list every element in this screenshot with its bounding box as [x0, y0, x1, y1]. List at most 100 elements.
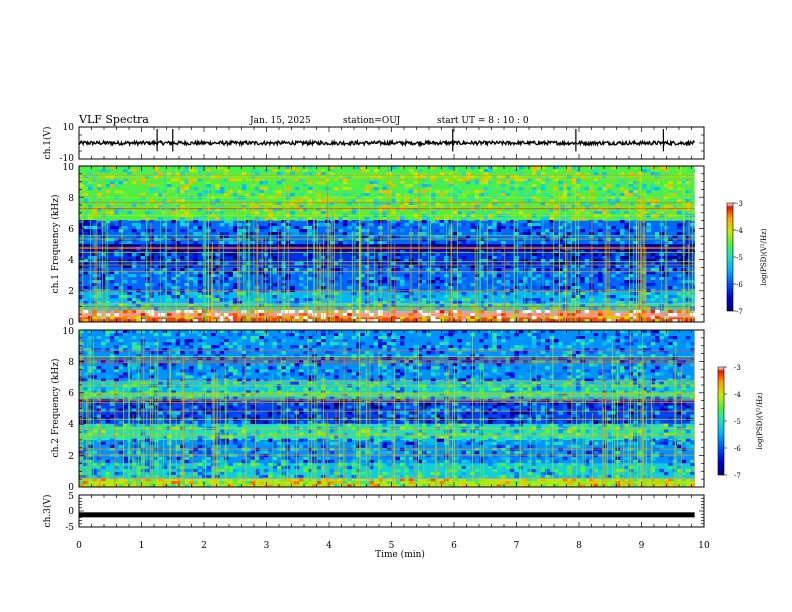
spectrogram-cell	[584, 259, 590, 263]
spectrogram-cell	[549, 235, 555, 239]
spectrogram-cell	[373, 184, 379, 188]
spectrogram-cell	[316, 259, 322, 263]
spectrogram-cell	[166, 354, 172, 358]
spectrogram-cell	[589, 238, 594, 242]
spectrogram-cell	[140, 220, 146, 224]
spectrogram-cell	[338, 166, 344, 170]
spectrogram-cell	[690, 363, 695, 367]
spectrogram-cell	[527, 274, 533, 278]
spectrogram-cell	[633, 298, 638, 302]
spectrogram-cell	[149, 274, 155, 278]
spectrogram-cell	[479, 223, 484, 227]
spectrogram-cell	[202, 199, 207, 203]
spectrogram-cell	[531, 187, 537, 191]
spectrogram-cell	[400, 369, 405, 373]
spectrogram-cell	[413, 286, 418, 290]
spectrogram-cell	[685, 319, 691, 323]
spectrogram-cell	[488, 378, 493, 382]
spectrogram-cell	[650, 316, 656, 320]
spectrogram-cell	[276, 205, 282, 209]
spectrogram-cell	[114, 378, 119, 382]
spectrogram-cell	[162, 292, 168, 296]
spectrogram-cell	[145, 381, 150, 385]
spectrogram-cell	[276, 262, 282, 266]
spectrogram-cell	[479, 241, 484, 245]
spectrogram-cell	[527, 298, 533, 302]
spectrogram-cell	[96, 181, 102, 185]
spectrogram-cell	[153, 387, 159, 391]
spectrogram-cell	[79, 253, 84, 257]
spectrogram-cell	[334, 372, 339, 376]
spectrogram-cell	[360, 378, 366, 382]
spectrogram-cell	[281, 202, 286, 206]
spectrogram-cell	[650, 187, 656, 191]
spectrogram-cell	[136, 330, 141, 334]
spectrogram-cell	[518, 259, 524, 263]
spectrogram-cell	[145, 304, 150, 308]
spectrogram-cell	[430, 381, 436, 385]
spectrogram-cell	[373, 244, 379, 248]
spectrogram-cell	[655, 262, 660, 266]
spectrogram-cell	[153, 381, 159, 385]
spectrogram-cell	[571, 292, 577, 296]
spectrogram-cell	[536, 313, 541, 317]
spectrogram-cell	[567, 187, 572, 191]
spectrogram-cell	[536, 268, 541, 272]
spectrogram-cell	[549, 223, 555, 227]
spectrogram-cell	[470, 250, 476, 254]
spectrogram-cell	[496, 232, 502, 236]
spectrogram-cell	[175, 241, 181, 245]
spectrogram-cell	[118, 199, 124, 203]
spectrogram-cell	[364, 211, 370, 215]
spectrogram-cell	[650, 354, 656, 358]
spectrogram-cell	[589, 244, 594, 248]
spectrogram-cell	[457, 304, 462, 308]
spectrogram-cell	[597, 351, 603, 355]
spectrogram-cell	[650, 342, 656, 346]
spectrogram-cell	[677, 238, 682, 242]
spectrogram-cell	[342, 217, 348, 221]
spectrogram-cell	[540, 169, 546, 173]
spectrogram-cell	[272, 366, 278, 370]
spectrogram-cell	[373, 319, 379, 323]
spectrogram-cell	[571, 348, 577, 352]
spectrogram-cell	[316, 274, 322, 278]
spectrogram-cell	[606, 369, 612, 373]
spectrogram-cell	[505, 262, 511, 266]
spectrogram-cell	[338, 387, 344, 391]
spectrogram-cell	[96, 244, 102, 248]
spectrogram-cell	[413, 360, 418, 364]
spectrogram-cell	[351, 381, 357, 385]
spectrogram-cell	[545, 333, 550, 337]
spectrogram-cell	[369, 277, 374, 281]
spectrogram-cell	[655, 187, 660, 191]
spectrogram-cell	[360, 235, 366, 239]
spectrogram-cell	[166, 250, 172, 254]
spectrogram-cell	[118, 330, 124, 334]
spectrogram-cell	[364, 178, 370, 182]
spectrogram-cell	[171, 178, 176, 182]
spectrogram-cell	[96, 339, 102, 343]
spectrogram-cell	[131, 345, 137, 349]
spectrogram-cell	[531, 253, 537, 257]
spectrogram-cell	[136, 360, 141, 364]
spectrogram-cell	[483, 333, 489, 337]
spectrogram-cell	[435, 313, 440, 317]
spectrogram-cell	[483, 295, 489, 299]
spectrogram-cell	[219, 381, 225, 385]
spectrogram-cell	[123, 378, 128, 382]
spectrogram-cell	[518, 223, 524, 227]
spectrogram-cell	[395, 277, 401, 281]
spectrogram-cell	[540, 330, 546, 334]
spectrogram-cell	[87, 181, 93, 185]
spectrogram-cell	[408, 369, 414, 373]
spectrogram-cell	[404, 363, 410, 367]
spectrogram-cell	[492, 339, 497, 343]
spectrogram-cell	[356, 202, 361, 206]
spectrogram-cell	[391, 295, 396, 299]
spectrogram-cell	[461, 366, 467, 370]
spectrogram-cell	[241, 187, 247, 191]
spectrogram-cell	[685, 342, 691, 346]
spectrogram-cell	[109, 292, 115, 296]
spectrogram-cell	[105, 375, 111, 379]
